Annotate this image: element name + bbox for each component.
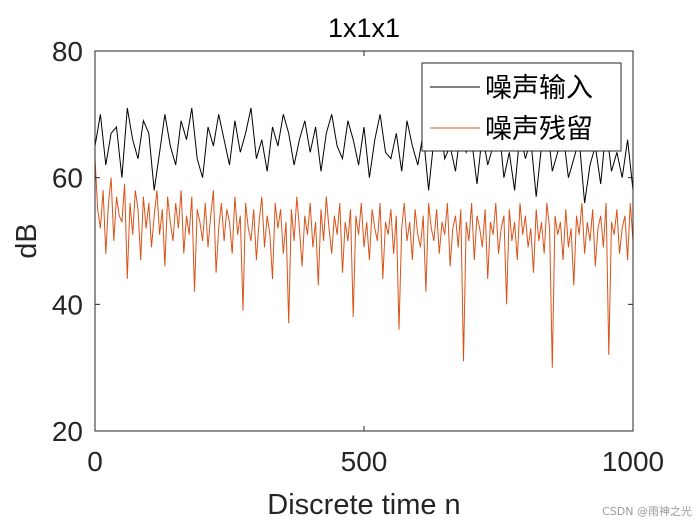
x-tick-label: 0: [87, 446, 103, 477]
y-tick-label: 60: [52, 163, 83, 194]
chart-title: 1x1x1: [328, 13, 400, 43]
series-line-2: [95, 158, 633, 368]
watermark: CSDN @雨神之光: [602, 505, 692, 518]
y-tick-label: 40: [52, 289, 83, 320]
ticks-layer: 0 500 1000 20 40 60 80: [52, 36, 664, 477]
y-axis-title: dB: [11, 223, 43, 258]
x-axis-title: Discrete time n: [267, 489, 460, 521]
y-tick-label: 80: [52, 36, 83, 67]
legend-label-2: 噪声残留: [485, 114, 593, 145]
y-tick-label: 20: [52, 416, 83, 447]
x-tick-label: 500: [341, 446, 388, 477]
x-tick-label: 1000: [602, 446, 664, 477]
legend-label-1: 噪声输入: [485, 73, 593, 104]
legend-box: [421, 62, 622, 152]
